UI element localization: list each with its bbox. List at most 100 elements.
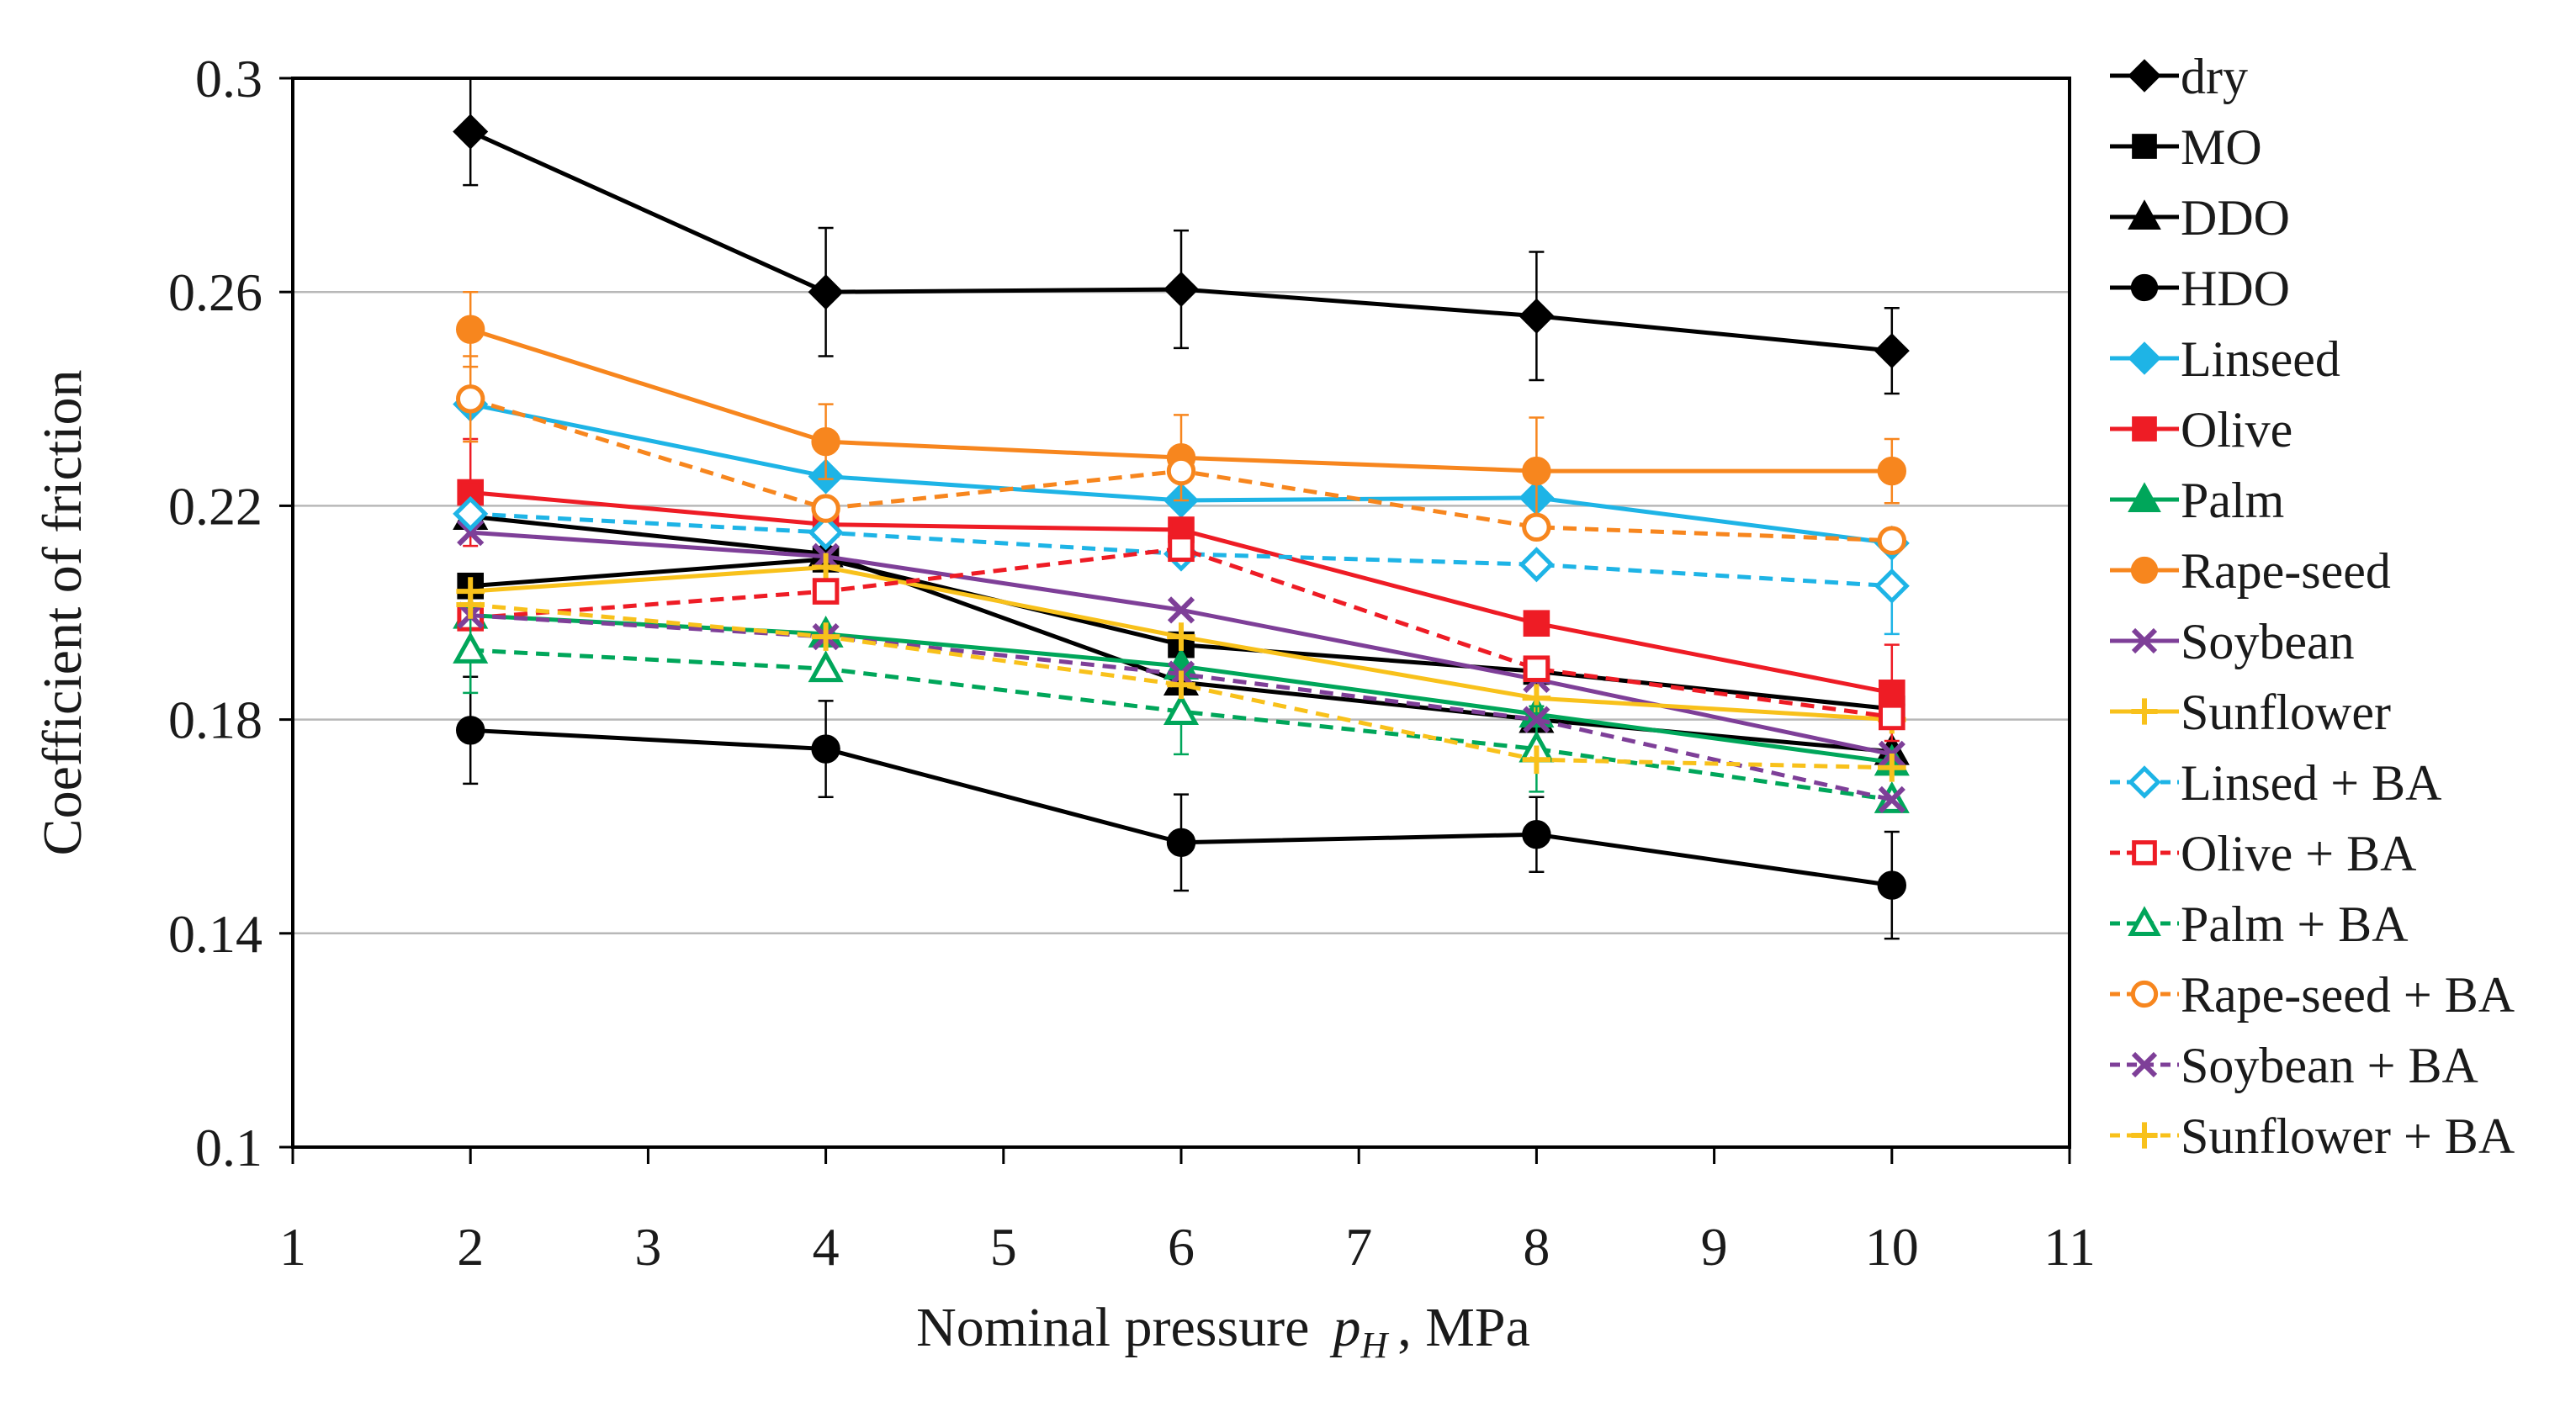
data-point	[811, 553, 840, 582]
data-point	[1167, 670, 1195, 700]
legend-marker	[2131, 1051, 2158, 1078]
x-tick-label: 4	[813, 1217, 840, 1277]
x-tick-label: 1	[279, 1217, 306, 1277]
data-point	[1166, 456, 1196, 486]
series-dry	[453, 77, 1910, 395]
data-point	[457, 519, 485, 547]
y-axis-title: Coefficient of friction	[32, 370, 93, 856]
x-tick-label: 8	[1523, 1217, 1550, 1277]
data-point	[1877, 870, 1907, 900]
data-point	[1523, 655, 1550, 683]
data-point	[1519, 298, 1555, 334]
legend-marker	[2132, 416, 2157, 442]
data-point	[1877, 456, 1907, 486]
data-point	[453, 495, 489, 532]
x-tick-label: 11	[2043, 1217, 2096, 1277]
legend-item-mo: MO	[2110, 119, 2262, 175]
legend-marker	[2131, 1122, 2158, 1149]
legend-marker	[2128, 59, 2161, 93]
legend-label: Linseed	[2181, 331, 2340, 387]
data-point	[1522, 820, 1551, 849]
legend-label: Soybean	[2181, 614, 2355, 669]
legend: dry MO DDO HDO Linseed Olive Palm Rape-seed Soyb…	[2110, 49, 2515, 1164]
legend-label: Sunflower	[2181, 685, 2391, 740]
data-point	[1523, 610, 1550, 637]
data-point	[1163, 271, 1200, 308]
x-tick-label: 2	[457, 1217, 484, 1277]
x-tick-label: 10	[1865, 1217, 1919, 1277]
data-point	[811, 622, 840, 651]
data-point	[808, 515, 844, 551]
data-point	[1878, 785, 1905, 814]
y-tick-label: 0.14	[168, 904, 262, 964]
data-point	[1167, 596, 1195, 624]
data-point	[811, 734, 840, 764]
legend-label: Olive	[2181, 402, 2292, 458]
legend-item-sunflower-ba: Sunflower + BA	[2110, 1108, 2515, 1164]
data-point	[1878, 753, 1906, 782]
y-tick-label: 0.22	[168, 476, 262, 536]
data-point	[456, 716, 485, 745]
y-tick-label: 0.18	[168, 690, 262, 750]
legend-label: DDO	[2181, 190, 2290, 246]
series-sunflower-ba	[456, 590, 1906, 782]
data-point	[453, 114, 489, 150]
legend-label: Rape-seed	[2181, 543, 2391, 599]
x-tick-label: 6	[1168, 1217, 1195, 1277]
legend-label: Linsed + BA	[2181, 755, 2442, 811]
legend-label: MO	[2181, 119, 2262, 175]
legend-item-ddo: DDO	[2110, 190, 2290, 246]
x-axis: 1 2 3 4 5 6 7 8 9 10 11	[279, 1147, 2096, 1277]
legend-label: Sunflower + BA	[2181, 1108, 2515, 1164]
data-point	[1166, 828, 1196, 857]
series-line	[470, 648, 1893, 802]
legend-item-rape-seed: Rape-seed	[2110, 543, 2391, 599]
legend-item-linsed-ba: Linsed + BA	[2110, 755, 2442, 811]
legend-item-sunflower: Sunflower	[2110, 685, 2391, 740]
legend-label: dry	[2181, 49, 2248, 104]
legend-marker	[2128, 199, 2161, 230]
data-point	[1522, 745, 1551, 775]
legend-item-palm-ba: Palm + BA	[2110, 897, 2409, 952]
data-point	[1879, 680, 1905, 706]
x-tick-label: 7	[1345, 1217, 1372, 1277]
legend-item-dry: dry	[2110, 49, 2248, 104]
x-tick-label: 9	[1701, 1217, 1728, 1277]
legend-item-olive-ba: Olive + BA	[2110, 826, 2417, 881]
y-tick-label: 0.26	[168, 262, 262, 322]
data-point	[456, 315, 485, 344]
legend-item-palm: Palm	[2110, 473, 2284, 528]
legend-marker	[2130, 556, 2159, 584]
x-tick-label: 3	[634, 1217, 661, 1277]
x-axis-title-subscript: H	[1360, 1325, 1389, 1366]
data-point	[456, 590, 485, 619]
series-layer	[453, 77, 1910, 940]
legend-item-rape-seed-ba: Rape-seed + BA	[2110, 967, 2515, 1023]
data-point	[811, 494, 840, 523]
legend-item-soybean-ba: Soybean + BA	[2110, 1038, 2478, 1093]
legend-marker	[2128, 482, 2161, 512]
y-axis: 0.1 0.14 0.18 0.22 0.26 0.3	[168, 49, 293, 1177]
x-axis-title-suffix: , MPa	[1397, 1297, 1530, 1358]
legend-label: Rape-seed + BA	[2181, 967, 2515, 1023]
legend-item-linseed: Linseed	[2110, 331, 2340, 387]
data-point	[1522, 512, 1551, 542]
data-point	[808, 650, 844, 683]
x-axis-title-prefix: Nominal pressure	[916, 1297, 1309, 1358]
x-tick-label: 5	[990, 1217, 1017, 1277]
legend-marker	[2128, 341, 2161, 375]
legend-marker	[2131, 627, 2158, 654]
legend-marker	[2128, 906, 2161, 936]
data-point	[1874, 333, 1910, 369]
series-line	[470, 546, 1893, 719]
legend-label: Olive + BA	[2181, 826, 2417, 881]
y-tick-label: 0.3	[195, 49, 262, 108]
legend-marker	[2131, 698, 2158, 725]
data-point	[1874, 568, 1910, 604]
x-axis-title-symbol: p	[1329, 1297, 1360, 1358]
data-point	[1519, 547, 1555, 583]
legend-marker	[2130, 980, 2159, 1008]
legend-marker	[2128, 765, 2161, 799]
data-point	[456, 384, 485, 414]
